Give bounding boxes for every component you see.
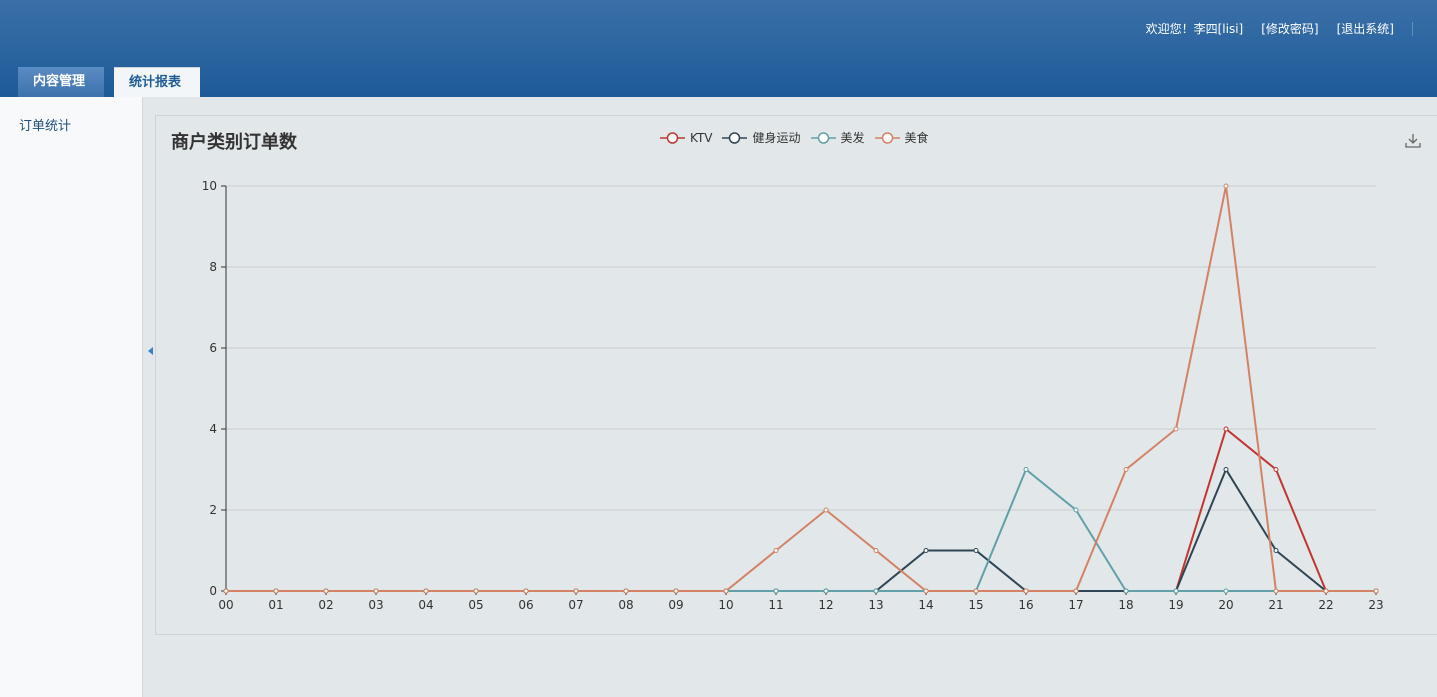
x-tick-label: 11 [768, 598, 783, 612]
legend-label: 美发 [840, 131, 865, 145]
x-tick-label: 04 [418, 598, 433, 612]
x-tick-label: 21 [1268, 598, 1283, 612]
x-tick-label: 06 [518, 598, 533, 612]
x-tick-label: 19 [1168, 598, 1183, 612]
data-point[interactable] [823, 507, 829, 513]
data-point[interactable] [1023, 588, 1029, 594]
legend-marker-icon [722, 131, 748, 144]
data-point[interactable] [223, 588, 229, 594]
top-header: 欢迎您！李四[lisi] [修改密码] [退出系统] [0, 0, 1437, 97]
data-point[interactable] [673, 588, 679, 594]
legend-label: KTV [690, 130, 713, 145]
tab-content-management[interactable]: 内容管理 [18, 67, 104, 97]
data-point[interactable] [723, 588, 729, 594]
x-tick-label: 17 [1068, 598, 1083, 612]
x-tick-label: 22 [1318, 598, 1333, 612]
legend-label: 健身运动 [752, 131, 801, 145]
x-tick-label: 16 [1018, 598, 1033, 612]
x-tick-label: 10 [718, 598, 733, 612]
legend-marker-icon [810, 131, 836, 144]
tab-statistics-report[interactable]: 统计报表 [114, 67, 200, 97]
data-point[interactable] [1373, 588, 1379, 594]
data-point[interactable] [1223, 183, 1229, 189]
x-tick-label: 13 [868, 598, 883, 612]
data-point[interactable] [373, 588, 379, 594]
legend-item[interactable]: KTV [660, 129, 712, 146]
x-tick-label: 15 [968, 598, 983, 612]
x-tick-label: 20 [1218, 598, 1233, 612]
data-point[interactable] [773, 548, 779, 553]
tab-label: 内容管理 [33, 74, 86, 89]
data-point[interactable] [823, 588, 829, 594]
data-point[interactable] [1173, 426, 1179, 432]
x-tick-label: 01 [268, 598, 283, 612]
legend-marker-icon [660, 131, 685, 144]
sidebar-item-order-statistics[interactable]: 订单统计 [19, 115, 71, 134]
data-point[interactable] [473, 588, 479, 594]
data-point[interactable] [873, 548, 879, 553]
x-tick-label: 07 [568, 598, 583, 612]
y-tick-label: 2 [209, 503, 217, 517]
welcome-text: 欢迎您！李四[lisi] [1145, 22, 1244, 36]
y-tick-label: 8 [209, 260, 217, 274]
data-point[interactable] [1273, 467, 1279, 472]
y-tick-label: 4 [209, 422, 217, 436]
data-point[interactable] [1173, 588, 1179, 594]
y-tick-label: 0 [209, 584, 217, 598]
data-point[interactable] [623, 588, 629, 594]
download-icon[interactable] [1404, 132, 1422, 150]
x-tick-label: 09 [668, 598, 683, 612]
divider [1412, 21, 1413, 36]
legend-item[interactable]: 美发 [810, 129, 865, 146]
data-point[interactable] [873, 588, 879, 594]
legend-marker-icon [874, 131, 900, 144]
x-tick-label: 14 [918, 598, 933, 612]
data-point[interactable] [273, 588, 279, 594]
data-point[interactable] [1023, 467, 1029, 472]
data-point[interactable] [923, 548, 929, 553]
legend-item[interactable]: 美食 [874, 129, 929, 146]
logout-link[interactable]: [退出系统] [1336, 22, 1394, 36]
data-point[interactable] [923, 588, 929, 594]
chart-legend: KTV 健身运动 美发 美食 [660, 129, 929, 146]
x-tick-label: 05 [468, 598, 483, 612]
data-point[interactable] [423, 588, 429, 594]
tab-label: 统计报表 [129, 75, 182, 90]
data-point[interactable] [973, 548, 979, 553]
data-point[interactable] [1223, 467, 1229, 472]
data-point[interactable] [973, 588, 979, 594]
data-point[interactable] [1123, 588, 1129, 594]
data-point[interactable] [1323, 588, 1329, 594]
data-point[interactable] [1273, 588, 1279, 594]
data-point[interactable] [773, 588, 779, 594]
user-bar: 欢迎您！李四[lisi] [修改密码] [退出系统] [1146, 20, 1413, 37]
change-password-link[interactable]: [修改密码] [1261, 22, 1319, 36]
data-point[interactable] [1123, 467, 1129, 472]
x-tick-label: 00 [218, 598, 233, 612]
data-point[interactable] [1223, 588, 1229, 594]
x-tick-label: 12 [818, 598, 833, 612]
data-point[interactable] [523, 588, 529, 594]
x-tick-label: 23 [1368, 598, 1383, 612]
data-point[interactable] [1073, 588, 1079, 594]
chart-title: 商户类别订单数 [171, 132, 297, 153]
collapse-sidebar-icon[interactable] [148, 347, 153, 355]
y-tick-label: 6 [209, 341, 217, 355]
x-tick-label: 08 [618, 598, 633, 612]
legend-item[interactable]: 健身运动 [722, 129, 801, 146]
series-line-3 [226, 185, 1376, 592]
data-point[interactable] [573, 588, 579, 594]
data-point[interactable] [1073, 507, 1079, 513]
sidebar-item-label: 订单统计 [19, 119, 72, 134]
x-tick-label: 02 [318, 598, 333, 612]
data-point[interactable] [1273, 548, 1279, 553]
data-point[interactable] [1223, 426, 1229, 432]
sidebar: 订单统计 [0, 97, 143, 697]
y-tick-label: 10 [202, 179, 217, 193]
data-point[interactable] [323, 588, 329, 594]
legend-label: 美食 [904, 131, 929, 145]
x-tick-label: 03 [368, 598, 383, 612]
x-tick-label: 18 [1118, 598, 1133, 612]
